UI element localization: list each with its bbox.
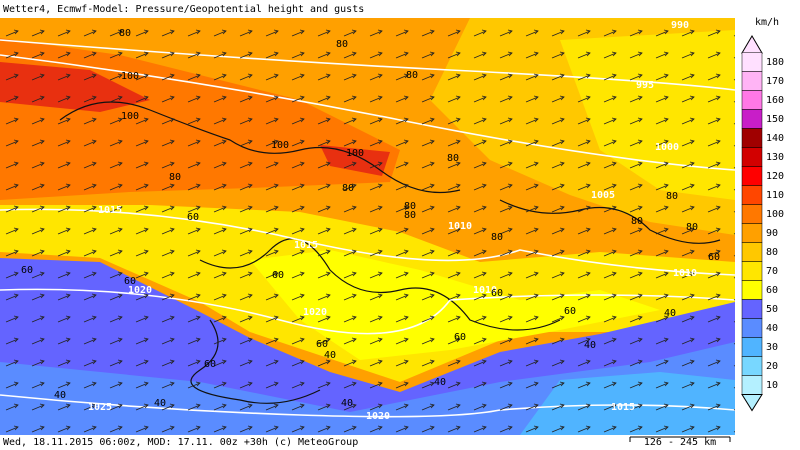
legend-swatch [741,71,763,91]
legend-label: 100 [766,209,784,220]
map [0,18,735,435]
gust-label: 60 [21,265,33,276]
gust-label: 80 [686,222,698,233]
gust-label: 80 [631,216,643,227]
scale-label: 126 - 245 km [644,437,716,448]
legend-swatch [741,90,763,110]
isobar-label: 1005 [591,190,615,201]
gust-label: 40 [434,377,446,388]
legend-swatch [741,204,763,224]
gust-label: 40 [324,350,336,361]
gust-label: 40 [584,340,596,351]
legend: 180 170 160 150 140 130 120 110 100 90 80 70 60 50 40 3… [741,35,784,412]
gust-label: 60 [187,212,199,223]
gust-label: 40 [154,398,166,409]
isobar-label: 1020 [366,411,390,422]
gust-label: 80 [666,191,678,202]
isobar-label: 1010 [448,221,472,232]
isobar-label: 1010 [473,285,497,296]
legend-swatch [741,128,763,148]
gust-label: 80 [404,201,416,212]
gust-label: 40 [54,390,66,401]
gust-label: 60 [708,252,720,263]
isobar-label: 1015 [611,402,635,413]
gust-label: 80 [406,70,418,81]
isobar-label: 1020 [303,307,327,318]
legend-label: 130 [766,152,784,163]
legend-swatch [741,166,763,186]
isobar-label: 1000 [655,142,679,153]
gust-label: 60 [564,306,576,317]
contour-labels: 990 995 1000 1005 1015 1010 1015 1020 1010 1010 10… [21,20,720,422]
wind-arrows [0,18,735,435]
gust-label: 60 [454,332,466,343]
legend-label: 170 [766,76,784,87]
legend-label: 160 [766,95,784,106]
isobar-label: 1025 [88,402,112,413]
legend-swatch [741,356,763,376]
isobar-label: 990 [671,20,689,31]
legend-swatch [741,375,763,395]
legend-label: 40 [766,323,778,334]
gust-label: 80 [342,183,354,194]
gust-label: 100 [271,140,289,151]
legend-swatch [741,52,763,72]
isobar-label: 1020 [128,285,152,296]
legend-label: 10 [766,380,778,391]
gust-label: 60 [124,276,136,287]
legend-label: 60 [766,285,778,296]
legend-swatch [741,261,763,281]
gust-label: 100 [121,111,139,122]
legend-label: 80 [766,247,778,258]
gust-label: 40 [341,398,353,409]
gust-label: 60 [204,359,216,370]
isobar-label: 1015 [98,205,122,216]
legend-label: 110 [766,190,784,201]
footer-info: Wed, 18.11.2015 06:00z, MOD: 17.11. 00z … [3,437,358,448]
legend-swatch [741,185,763,205]
legend-label: 120 [766,171,784,182]
gust-label: 80 [336,39,348,50]
legend-unit: km/h [755,17,779,28]
legend-swatch [741,337,763,357]
gust-label: 80 [169,172,181,183]
legend-label: 140 [766,133,784,144]
legend-label: 30 [766,342,778,353]
gust-label: 100 [121,71,139,82]
gust-label: 80 [491,232,503,243]
gust-label: 80 [119,28,131,39]
legend-label: 20 [766,361,778,372]
gust-label: 40 [664,308,676,319]
gust-label: 100 [346,148,364,159]
legend-label: 90 [766,228,778,239]
legend-swatch [741,223,763,243]
isobar-label: 1015 [294,240,318,251]
gust-label: 60 [316,339,328,350]
map-title: Wetter4, Ecmwf-Model: Pressure/Geopotent… [3,4,364,15]
legend-arrow [741,394,763,412]
legend-swatch [741,318,763,338]
legend-swatch [741,147,763,167]
gust-label: 60 [272,270,284,281]
gust-label: 60 [491,288,503,299]
legend-swatch [741,109,763,129]
legend-label: 70 [766,266,778,277]
legend-swatch [741,280,763,300]
gust-label: 80 [404,210,416,221]
legend-label: 150 [766,114,784,125]
legend-label: 50 [766,304,778,315]
legend-swatch [741,299,763,319]
isobar-label: 1010 [673,268,697,279]
legend-swatch [741,242,763,262]
isobar-label: 995 [636,80,654,91]
legend-label: 180 [766,57,784,68]
gust-label: 80 [447,153,459,164]
